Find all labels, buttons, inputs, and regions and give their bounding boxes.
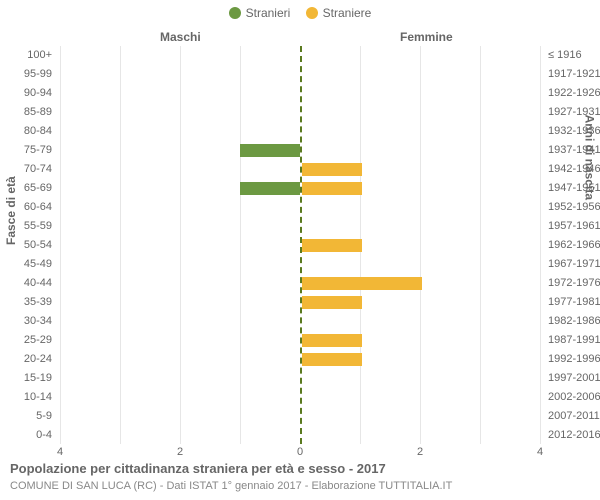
bar-male bbox=[240, 182, 300, 195]
bar-female bbox=[302, 296, 362, 309]
chart-subtitle: COMUNE DI SAN LUCA (RC) - Dati ISTAT 1° … bbox=[10, 480, 452, 492]
legend-swatch-female bbox=[306, 7, 318, 19]
years-label: 1927-1931 bbox=[548, 103, 600, 122]
age-label: 15-19 bbox=[0, 369, 52, 388]
bar-female bbox=[302, 353, 362, 366]
years-label: 2007-2011 bbox=[548, 407, 600, 426]
age-row: 0-42012-2016 bbox=[60, 426, 540, 445]
x-tick-label: 4 bbox=[537, 446, 543, 458]
age-row: 55-591957-1961 bbox=[60, 217, 540, 236]
bar-female bbox=[302, 182, 362, 195]
years-label: 1997-2001 bbox=[548, 369, 600, 388]
age-label: 90-94 bbox=[0, 84, 52, 103]
age-label: 5-9 bbox=[0, 407, 52, 426]
age-row: 20-241992-1996 bbox=[60, 350, 540, 369]
years-label: 1982-1986 bbox=[548, 312, 600, 331]
years-label: 1932-1936 bbox=[548, 122, 600, 141]
age-label: 60-64 bbox=[0, 198, 52, 217]
years-label: 1937-1941 bbox=[548, 141, 600, 160]
years-label: 1972-1976 bbox=[548, 274, 600, 293]
age-row: 85-891927-1931 bbox=[60, 103, 540, 122]
age-label: 100+ bbox=[0, 46, 52, 65]
years-label: 1917-1921 bbox=[548, 65, 600, 84]
bar-male bbox=[240, 144, 300, 157]
age-row: 65-691947-1951 bbox=[60, 179, 540, 198]
age-label: 30-34 bbox=[0, 312, 52, 331]
x-tick-label: 0 bbox=[297, 446, 303, 458]
age-row: 80-841932-1936 bbox=[60, 122, 540, 141]
column-header-left: Maschi bbox=[160, 30, 201, 44]
legend: Stranieri Straniere bbox=[0, 6, 600, 22]
age-label: 85-89 bbox=[0, 103, 52, 122]
age-label: 40-44 bbox=[0, 274, 52, 293]
age-label: 35-39 bbox=[0, 293, 52, 312]
population-pyramid-chart: 42024100+≤ 191695-991917-192190-941922-1… bbox=[60, 46, 540, 444]
years-label: 1987-1991 bbox=[548, 331, 600, 350]
x-tick-label: 4 bbox=[57, 446, 63, 458]
age-row: 25-291987-1991 bbox=[60, 331, 540, 350]
age-row: 30-341982-1986 bbox=[60, 312, 540, 331]
age-row: 45-491967-1971 bbox=[60, 255, 540, 274]
column-header-right: Femmine bbox=[400, 30, 453, 44]
chart-title: Popolazione per cittadinanza straniera p… bbox=[10, 461, 386, 476]
age-row: 40-441972-1976 bbox=[60, 274, 540, 293]
years-label: 1942-1946 bbox=[548, 160, 600, 179]
age-label: 0-4 bbox=[0, 426, 52, 445]
age-row: 75-791937-1941 bbox=[60, 141, 540, 160]
age-row: 60-641952-1956 bbox=[60, 198, 540, 217]
age-label: 20-24 bbox=[0, 350, 52, 369]
x-tick-label: 2 bbox=[417, 446, 423, 458]
age-row: 35-391977-1981 bbox=[60, 293, 540, 312]
years-label: 1992-1996 bbox=[548, 350, 600, 369]
years-label: 1967-1971 bbox=[548, 255, 600, 274]
age-label: 95-99 bbox=[0, 65, 52, 84]
legend-label-female: Straniere bbox=[323, 6, 372, 20]
years-label: 1962-1966 bbox=[548, 236, 600, 255]
age-label: 55-59 bbox=[0, 217, 52, 236]
years-label: 2002-2006 bbox=[548, 388, 600, 407]
gridline bbox=[540, 46, 541, 444]
age-label: 45-49 bbox=[0, 255, 52, 274]
legend-swatch-male bbox=[229, 7, 241, 19]
age-label: 70-74 bbox=[0, 160, 52, 179]
age-row: 5-92007-2011 bbox=[60, 407, 540, 426]
bar-female bbox=[302, 239, 362, 252]
years-label: 1957-1961 bbox=[548, 217, 600, 236]
age-label: 10-14 bbox=[0, 388, 52, 407]
bar-female bbox=[302, 277, 422, 290]
age-label: 75-79 bbox=[0, 141, 52, 160]
age-row: 70-741942-1946 bbox=[60, 160, 540, 179]
legend-item-male: Stranieri bbox=[229, 6, 291, 20]
age-row: 100+≤ 1916 bbox=[60, 46, 540, 65]
age-label: 50-54 bbox=[0, 236, 52, 255]
years-label: 1947-1951 bbox=[548, 179, 600, 198]
bar-female bbox=[302, 163, 362, 176]
age-row: 50-541962-1966 bbox=[60, 236, 540, 255]
bar-female bbox=[302, 334, 362, 347]
age-row: 10-142002-2006 bbox=[60, 388, 540, 407]
legend-item-female: Straniere bbox=[306, 6, 372, 20]
x-tick-label: 2 bbox=[177, 446, 183, 458]
legend-label-male: Stranieri bbox=[246, 6, 291, 20]
years-label: 1952-1956 bbox=[548, 198, 600, 217]
age-label: 80-84 bbox=[0, 122, 52, 141]
years-label: 1977-1981 bbox=[548, 293, 600, 312]
age-row: 90-941922-1926 bbox=[60, 84, 540, 103]
years-label: 2012-2016 bbox=[548, 426, 600, 445]
years-label: 1922-1926 bbox=[548, 84, 600, 103]
age-label: 65-69 bbox=[0, 179, 52, 198]
age-row: 15-191997-2001 bbox=[60, 369, 540, 388]
age-label: 25-29 bbox=[0, 331, 52, 350]
years-label: ≤ 1916 bbox=[548, 46, 600, 65]
age-row: 95-991917-1921 bbox=[60, 65, 540, 84]
